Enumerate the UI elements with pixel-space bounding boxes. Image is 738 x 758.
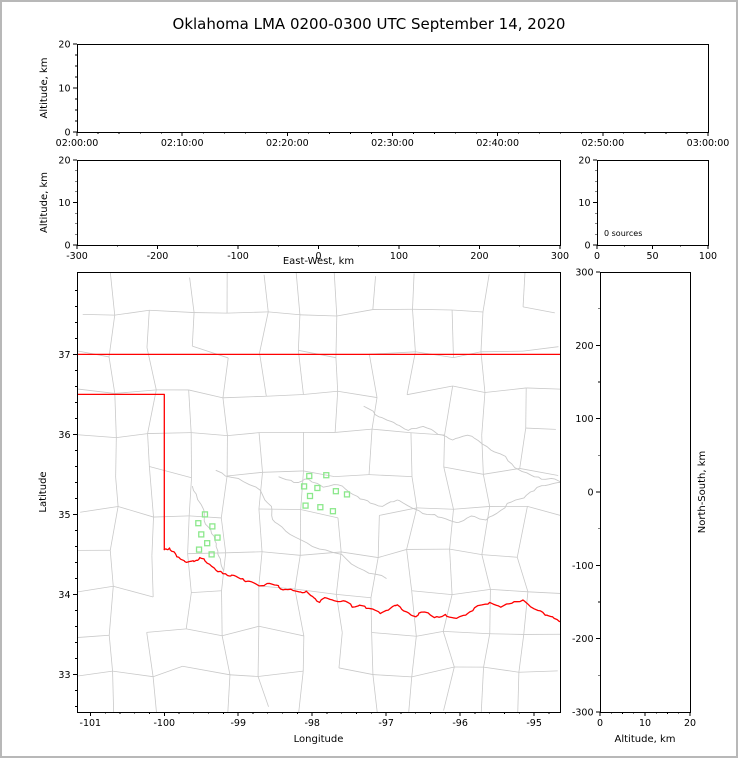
lma-station-marker	[317, 504, 324, 511]
state-border-red-river	[163, 547, 560, 623]
state-border-panhandle	[77, 393, 165, 551]
histogram-frame	[597, 160, 709, 246]
tick-label: -99	[230, 718, 246, 729]
tick-label: -100	[572, 561, 594, 572]
tick-label: 200	[470, 251, 488, 262]
tick-label: 20	[578, 156, 590, 167]
time-height-axes	[73, 43, 709, 136]
ew-height-xlabel: East-West, km	[283, 256, 354, 267]
tick-label: 0	[64, 128, 70, 139]
tick-label: 02:40:00	[476, 138, 519, 149]
lma-station-marker	[332, 488, 340, 495]
tick-label: -100	[153, 718, 175, 729]
ns-height-axes	[596, 271, 691, 716]
river-line	[363, 405, 560, 483]
tick-label: -100	[227, 251, 249, 262]
tick-label: 02:20:00	[266, 138, 309, 149]
lma-station-marker	[329, 508, 337, 515]
lma-station-marker	[306, 472, 313, 480]
tick-label: 35	[58, 510, 70, 521]
time-height-ylabel: Altitude, km	[39, 58, 50, 119]
ns-height-frame	[600, 272, 691, 713]
tick-label: -300	[66, 251, 88, 262]
tick-label: -97	[378, 718, 394, 729]
lma-station-marker	[306, 492, 314, 500]
lma-station-marker	[198, 531, 205, 538]
lma-station-marker	[208, 551, 215, 558]
tick-label: 34	[58, 590, 70, 601]
tick-label: 300	[551, 251, 569, 262]
lma-station-marker	[204, 540, 211, 547]
river-line	[278, 476, 560, 523]
map-layer	[77, 272, 560, 712]
tick-label: 100	[390, 251, 408, 262]
ew-height-ylabel: Altitude, km	[39, 172, 50, 233]
lma-station-marker	[323, 472, 330, 479]
river-line	[191, 485, 224, 571]
tick-label: 50	[646, 251, 658, 262]
tick-label: 0	[587, 488, 593, 499]
map-frame	[77, 272, 561, 713]
tick-label: -200	[572, 634, 594, 645]
tick-label: 20	[58, 156, 70, 167]
tick-label: 100	[699, 251, 717, 262]
tick-label: -95	[526, 718, 542, 729]
ns-height-ylabel: North-South, km	[697, 451, 708, 534]
tick-label: -96	[452, 718, 468, 729]
lma-station-marker	[343, 491, 351, 498]
tick-label: 10	[58, 84, 70, 95]
ew-height-frame	[77, 160, 561, 246]
lma-station-marker	[209, 523, 216, 530]
tick-label: 200	[575, 341, 593, 352]
ew-height-axes	[73, 159, 561, 249]
tick-label: 37	[58, 350, 70, 361]
map-xlabel: Longitude	[294, 734, 344, 745]
tick-label: -300	[572, 708, 594, 719]
tick-label: 20	[684, 718, 696, 729]
figure-title: Oklahoma LMA 0200-0300 UTC September 14,…	[172, 15, 566, 33]
tick-label: 0	[64, 241, 70, 252]
time-height-frame	[77, 44, 709, 133]
tick-label: 0	[315, 251, 321, 262]
ns-height-xlabel: Altitude, km	[615, 734, 676, 745]
lma-station-marker	[195, 546, 203, 553]
lma-station-marker	[201, 511, 209, 518]
lma-station-marker	[214, 534, 221, 541]
lma-station-marker	[302, 502, 309, 509]
sources-count-annotation: 0 sources	[604, 229, 642, 238]
tick-label: 10	[639, 718, 651, 729]
tick-label: 100	[575, 414, 593, 425]
tick-label: 03:00:00	[687, 138, 730, 149]
lma-station-marker	[195, 520, 202, 527]
tick-label: 0	[594, 251, 600, 262]
tick-label: -200	[147, 251, 169, 262]
tick-label: 0	[597, 718, 603, 729]
tick-label: -98	[304, 718, 320, 729]
tick-label: 300	[575, 268, 593, 279]
tick-label: 02:50:00	[581, 138, 624, 149]
tick-label: 20	[58, 40, 70, 51]
county-grid	[77, 272, 560, 712]
tick-label: 10	[58, 198, 70, 209]
tick-label: 10	[578, 198, 590, 209]
tick-label: 33	[58, 670, 70, 681]
tick-label: -101	[80, 718, 102, 729]
river-line	[215, 469, 387, 579]
lma-station-marker	[314, 484, 321, 492]
tick-label: 02:10:00	[161, 138, 204, 149]
tick-label: 36	[58, 430, 70, 441]
map-ylabel: Latitude	[38, 471, 49, 512]
tick-label: 02:30:00	[371, 138, 414, 149]
tick-label: 0	[584, 241, 590, 252]
tick-label: 02:00:00	[56, 138, 99, 149]
lma-station-marker	[300, 483, 308, 490]
